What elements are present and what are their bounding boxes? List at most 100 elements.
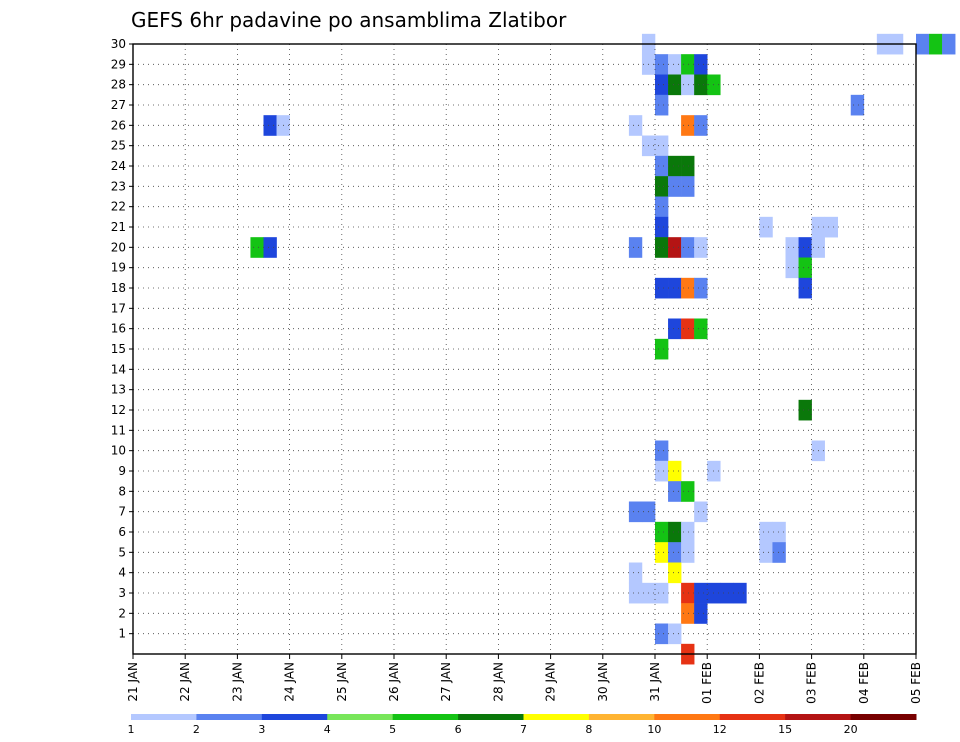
precip-cell <box>694 54 708 75</box>
precip-cell <box>681 74 695 96</box>
precip-cell <box>681 115 695 136</box>
y-tick-label: 29 <box>111 57 126 71</box>
x-tick-label: 28 JAN <box>491 662 505 702</box>
precip-cell <box>798 277 812 299</box>
y-axis: 1234567891011121314151617181920212223242… <box>111 37 133 641</box>
y-tick-label: 7 <box>118 505 126 519</box>
precip-cell <box>655 216 669 238</box>
precip-cell <box>655 440 669 462</box>
x-axis: 21 JAN 22 JAN 23 JAN 24 JAN 25 JAN 26 JAN 27 J… <box>126 654 923 704</box>
x-tick-label: 03 FEB <box>805 662 819 704</box>
precip-cell <box>733 582 747 604</box>
legend-label: 20 <box>844 723 858 736</box>
precip-cell <box>798 257 812 279</box>
precip-cell <box>850 94 865 116</box>
x-tick-label: 29 JAN <box>544 662 558 702</box>
x-tick-label: 04 FEB <box>857 662 871 704</box>
precip-cell <box>798 399 812 421</box>
legend-label: 4 <box>324 723 331 736</box>
precip-cell <box>772 521 786 543</box>
precip-cell <box>655 460 669 482</box>
precip-cell <box>628 115 643 136</box>
y-tick-label: 6 <box>118 525 126 539</box>
precip-cell <box>681 318 695 340</box>
chart-title: GEFS 6hr padavine po ansamblima Zlatibor <box>131 8 567 32</box>
y-tick-label: 18 <box>111 281 126 295</box>
legend-swatch <box>392 714 459 720</box>
y-tick-label: 19 <box>111 261 126 275</box>
legend-label: 3 <box>258 723 265 736</box>
x-tick-label: 01 FEB <box>700 662 714 704</box>
precip-cell <box>759 521 773 543</box>
x-tick-label: 30 JAN <box>596 662 610 702</box>
legend-label: 7 <box>520 723 527 736</box>
legend-swatch <box>523 714 590 720</box>
precip-cell <box>655 74 669 96</box>
precip-cell <box>694 501 708 523</box>
precip-cell <box>681 521 695 543</box>
y-tick-label: 30 <box>111 37 126 51</box>
x-tick-label: 24 JAN <box>283 662 297 702</box>
y-tick-label: 3 <box>118 586 126 600</box>
legend-swatch <box>131 714 197 720</box>
legend-label: 12 <box>713 723 727 736</box>
precip-cell <box>655 196 669 218</box>
x-tick-label: 25 JAN <box>335 662 349 702</box>
legend-label: 2 <box>193 723 200 736</box>
y-tick-label: 14 <box>111 362 126 376</box>
precip-cell <box>759 216 773 238</box>
x-tick-label: 26 JAN <box>387 662 401 702</box>
precip-cell <box>668 623 682 645</box>
legend-swatch <box>327 714 394 720</box>
x-tick-label: 22 JAN <box>178 662 192 702</box>
precip-cell <box>942 33 956 55</box>
precip-cell <box>655 582 669 604</box>
precip-cell <box>668 562 682 584</box>
precip-cell <box>681 481 695 502</box>
y-tick-label: 20 <box>111 240 126 254</box>
precip-cell <box>772 542 786 563</box>
precip-cell <box>668 318 682 340</box>
precip-cell <box>250 237 264 258</box>
legend-swatch <box>654 714 721 720</box>
y-tick-label: 23 <box>111 179 126 193</box>
precip-cell <box>655 54 669 75</box>
y-tick-label: 24 <box>111 159 126 173</box>
legend-label: 10 <box>647 723 661 736</box>
y-tick-label: 10 <box>111 444 126 458</box>
legend-swatch <box>850 714 917 720</box>
legend-label: 8 <box>585 723 592 736</box>
precip-cell <box>694 582 708 604</box>
y-tick-label: 15 <box>111 342 126 356</box>
precip-cell <box>785 257 799 279</box>
precip-cell <box>694 603 708 624</box>
precip-cell <box>668 155 682 177</box>
x-tick-label: 23 JAN <box>230 662 244 702</box>
precip-cell <box>681 603 695 624</box>
precip-cell <box>263 237 277 258</box>
y-tick-label: 11 <box>111 423 126 437</box>
precip-cell <box>668 237 682 258</box>
precip-cell <box>655 277 669 299</box>
precip-cell <box>785 237 799 258</box>
precip-cell <box>655 94 669 116</box>
x-tick-label: 02 FEB <box>752 662 766 704</box>
precip-cell <box>694 237 708 258</box>
precip-cell <box>694 277 708 299</box>
precip-cell <box>668 74 682 96</box>
y-tick-label: 8 <box>118 484 126 498</box>
y-tick-label: 1 <box>118 627 126 641</box>
y-tick-label: 12 <box>111 403 126 417</box>
y-tick-label: 17 <box>111 301 126 315</box>
precip-cell <box>681 176 695 197</box>
precip-cell <box>694 115 708 136</box>
y-tick-label: 16 <box>111 322 126 336</box>
x-tick-label: 21 JAN <box>126 662 140 702</box>
precip-cell <box>668 460 682 482</box>
precip-cell <box>628 501 643 523</box>
color-legend: 1 2 3 4 5 6 7 8 10 12 15 20 <box>128 714 917 736</box>
precip-cell <box>694 74 708 96</box>
precip-cell <box>681 155 695 177</box>
precip-cell <box>668 176 682 197</box>
precip-cell <box>694 318 708 340</box>
